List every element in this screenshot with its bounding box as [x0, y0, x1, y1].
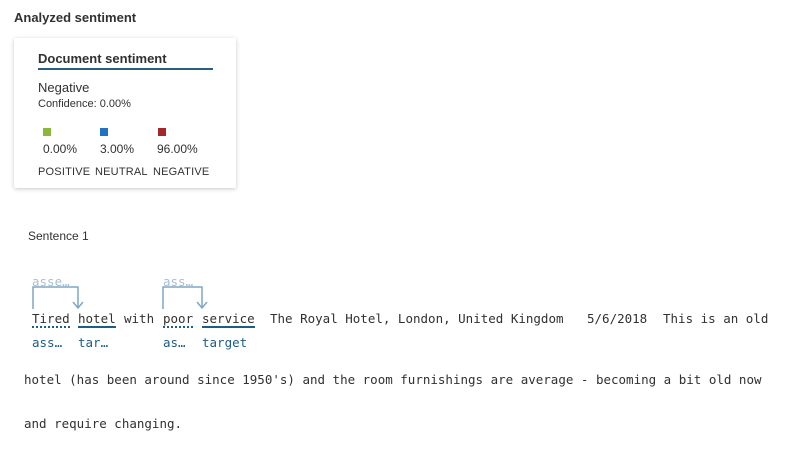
entity-label-poor[interactable]: as…	[163, 335, 186, 350]
token-text-end: This is an old	[663, 311, 769, 326]
entity-label-hotel[interactable]: tar…	[78, 335, 109, 350]
underline-poor	[163, 326, 193, 328]
neutral-label: NEUTRAL	[95, 166, 148, 178]
score-negative: 96.00% NEGATIVE	[153, 128, 209, 178]
document-sentiment-card: Document sentiment Negative Confidence: …	[14, 38, 236, 188]
positive-value: 0.00%	[43, 142, 78, 156]
negative-value: 96.00%	[157, 142, 198, 156]
underline-tired	[32, 326, 70, 328]
neutral-swatch	[100, 128, 108, 136]
arrowhead-1	[72, 301, 84, 310]
relation-label-2[interactable]: ass…	[163, 274, 194, 289]
positive-swatch	[43, 128, 51, 136]
arrowhead-2	[196, 301, 208, 310]
relation-arrow-2	[162, 286, 203, 309]
token-text-segment: The Royal Hotel, London, United Kingdom	[270, 311, 564, 326]
neutral-value: 3.00%	[100, 142, 135, 156]
score-positive: 0.00% POSITIVE	[38, 128, 90, 178]
sentiment-label: Negative	[38, 80, 90, 95]
token-date: 5/6/2018	[587, 311, 648, 326]
score-neutral: 3.00% NEUTRAL	[95, 128, 148, 178]
negative-swatch	[158, 128, 166, 136]
underline-hotel	[78, 326, 116, 328]
sentence-title: Sentence 1	[28, 229, 89, 243]
relation-label-1[interactable]: asse…	[32, 274, 70, 289]
text-line-3: and require changing.	[24, 416, 183, 431]
card-title: Document sentiment	[38, 51, 167, 66]
positive-label: POSITIVE	[38, 166, 91, 178]
entity-label-tired[interactable]: ass…	[32, 335, 63, 350]
text-line-2: hotel (has been around since 1950's) and…	[24, 372, 762, 387]
section-title: Analyzed sentiment	[14, 10, 137, 25]
token-service[interactable]: service	[202, 311, 255, 326]
negative-label: NEGATIVE	[153, 166, 210, 178]
relation-arrow-1	[32, 286, 79, 309]
token-poor[interactable]: poor	[163, 311, 194, 326]
entity-label-service[interactable]: target	[202, 335, 248, 350]
confidence-text: Confidence: 0.00%	[38, 98, 131, 110]
token-hotel[interactable]: hotel	[78, 311, 116, 326]
token-with: with	[124, 311, 155, 326]
underline-service	[202, 326, 255, 328]
token-tired[interactable]: Tired	[32, 311, 70, 326]
card-title-underline	[38, 68, 213, 70]
